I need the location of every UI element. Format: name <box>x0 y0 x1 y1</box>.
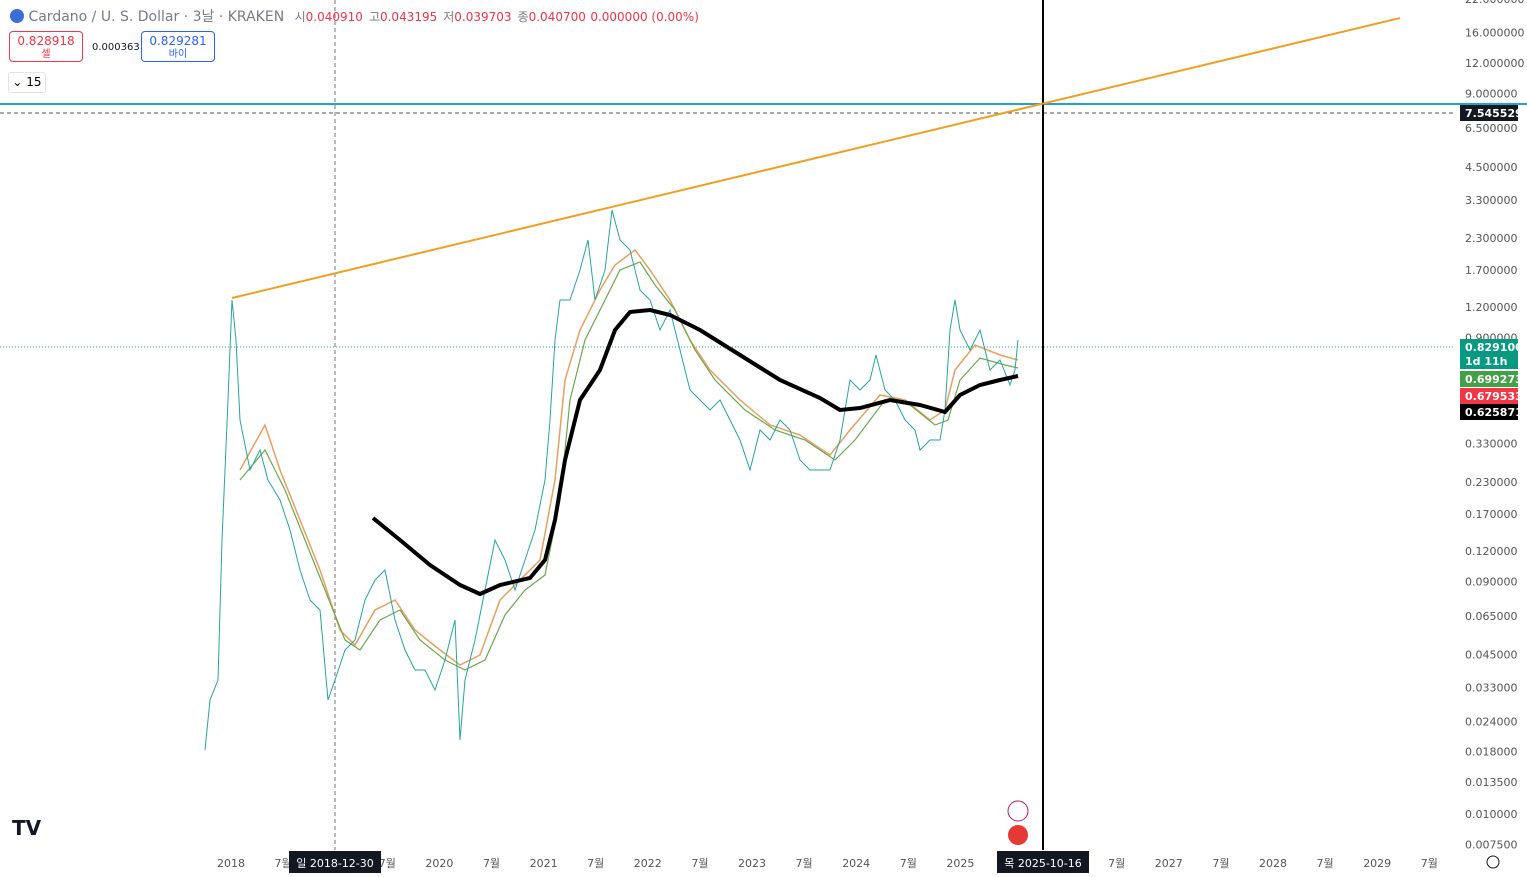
price-label: 0.024000 <box>1465 715 1518 728</box>
time-label: 2023 <box>738 857 766 870</box>
price-label: 0.900000 <box>1465 331 1518 344</box>
logo: TV <box>12 816 42 840</box>
sell-price: 0.828918 <box>17 34 75 48</box>
flag-icon[interactable] <box>1008 825 1028 845</box>
price-label: 0.018000 <box>1465 746 1518 759</box>
symbol[interactable]: Cardano / U. S. Dollar <box>28 9 180 25</box>
price-label: 9.000000 <box>1465 88 1518 101</box>
time-label: 2020 <box>425 857 453 870</box>
time-label: 7월 <box>1317 857 1334 870</box>
time-label: 2028 <box>1259 857 1287 870</box>
badge-bg <box>1460 353 1518 369</box>
price-label: 0.045000 <box>1465 649 1518 662</box>
buy-price: 0.829281 <box>149 34 207 48</box>
price-label: 0.090000 <box>1465 575 1518 588</box>
price-label: 4.500000 <box>1465 161 1518 174</box>
buy-label: 바이 <box>168 49 188 60</box>
price-label: 12.000000 <box>1465 57 1525 70</box>
crosshair-date: 목 2025-10-16 <box>1004 857 1082 870</box>
price-badge: 0.679533 <box>1465 390 1523 403</box>
ohlc-value: 0.039703 <box>454 10 512 24</box>
sell-button[interactable]: 0.828918 셀 <box>9 31 83 62</box>
change: 0.000000 (0.00%) <box>590 10 699 24</box>
time-label: 2029 <box>1363 857 1391 870</box>
event-icon[interactable] <box>1007 800 1029 822</box>
ohlc-value: 0.043195 <box>379 10 438 24</box>
time-label: 7월 <box>796 857 813 870</box>
exchange: KRAKEN <box>227 9 285 25</box>
ma-line-2 <box>239 261 1019 671</box>
price-label: 0.230000 <box>1465 476 1518 489</box>
settings-icon[interactable] <box>1486 855 1500 869</box>
interval[interactable]: 3날 <box>192 9 215 25</box>
price-label: 0.033000 <box>1465 682 1518 695</box>
price-badge: 1d 11h <box>1465 355 1508 368</box>
badge-bg <box>1460 388 1518 404</box>
price-label: 0.170000 <box>1465 508 1518 521</box>
price-label: 0.330000 <box>1465 438 1518 451</box>
symbol-header: Cardano / U. S. Dollar · 3날 · KRAKEN 시0.… <box>10 6 699 26</box>
sell-label: 셀 <box>41 49 51 60</box>
time-label: 7월 <box>1212 857 1229 870</box>
ohlc-value: 0.040700 <box>528 10 586 24</box>
buy-button[interactable]: 0.829281 바이 <box>141 31 215 62</box>
price-path <box>204 209 1019 751</box>
time-label: 2025 <box>946 857 974 870</box>
date-badge-bg <box>997 851 1089 873</box>
ohlc-label: 저 <box>443 10 455 24</box>
time-label: 2024 <box>842 857 870 870</box>
time-label: 2018 <box>217 857 245 870</box>
ma-line <box>239 248 1019 666</box>
ohlc-label: 시 <box>294 10 306 24</box>
time-label: 7월 <box>483 857 500 870</box>
time-label: 7월 <box>1421 857 1438 870</box>
price-label: 0.007500 <box>1465 838 1518 851</box>
price-label: 6.500000 <box>1465 122 1518 135</box>
badge-bg <box>1460 105 1518 121</box>
time-label: 7월 <box>1108 857 1125 870</box>
price-badge: 0.625871 <box>1465 406 1523 419</box>
ohlc-label: 고 <box>368 10 380 24</box>
time-label: 7월 <box>587 857 604 870</box>
ohlc-value: 0.040910 <box>305 10 363 24</box>
price-label: 1.700000 <box>1465 264 1518 277</box>
badge-bg <box>1460 404 1518 420</box>
quantity[interactable]: ⌄ 15 <box>8 72 46 93</box>
price-label: 0.013500 <box>1465 776 1518 789</box>
time-label: 2027 <box>1155 857 1183 870</box>
time-label: 2022 <box>634 857 662 870</box>
long-ma <box>371 307 1019 597</box>
price-label: 3.300000 <box>1465 194 1518 207</box>
time-label: 7월 <box>900 857 917 870</box>
quantity-value: 15 <box>26 75 42 89</box>
price-label: 16.000000 <box>1465 27 1525 40</box>
price-badge: 7.545529 <box>1465 107 1523 120</box>
price-label: 1.200000 <box>1465 301 1518 314</box>
time-label: 2021 <box>530 857 558 870</box>
spread: 0.000363 <box>92 42 140 53</box>
price-badge: 0.699273 <box>1465 373 1523 386</box>
price-label: 0.120000 <box>1465 545 1518 558</box>
crosshair-date: 일 2018-12-30 <box>296 856 374 870</box>
time-label: 7월 <box>275 857 292 870</box>
badge-bg <box>1460 339 1518 355</box>
date-badge-bg <box>289 851 381 873</box>
trend-line <box>231 17 1401 299</box>
time-label: 7월 <box>691 857 708 870</box>
price-label: 0.010000 <box>1465 808 1518 821</box>
price-badge: 0.829100 <box>1465 341 1523 354</box>
price-label: 0.065000 <box>1465 610 1518 623</box>
badge-bg <box>1460 371 1518 387</box>
price-label: 2.300000 <box>1465 232 1518 245</box>
time-label: 7월 <box>379 857 396 870</box>
price-label: 22.000000 <box>1465 0 1525 6</box>
ohlc-label: 종 <box>517 10 529 24</box>
